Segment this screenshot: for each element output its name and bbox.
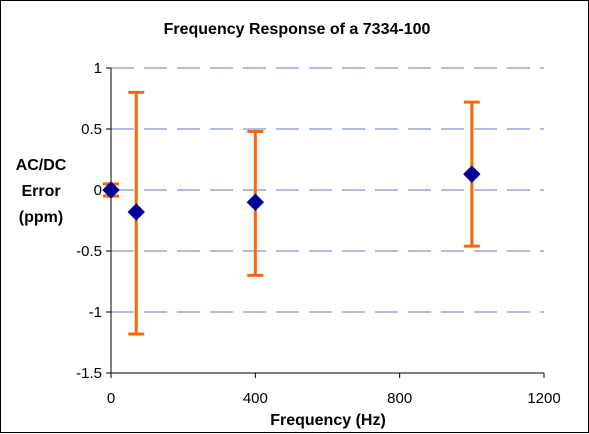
grid-lines <box>111 67 544 313</box>
data-point-1 <box>127 203 145 221</box>
y-tick-label-3: -0.5 <box>76 243 102 260</box>
y-axis-title-line-1: AC/DC <box>16 157 67 174</box>
x-axis-title: Frequency (Hz) <box>270 412 386 429</box>
y-axis-title-line-3: (ppm) <box>19 209 63 226</box>
x-tick-label-1: 400 <box>243 390 268 407</box>
x-tick-label-2: 800 <box>387 390 412 407</box>
y-tick-label-1: 0.5 <box>81 121 102 138</box>
chart-title: Frequency Response of a 7334-100 <box>164 21 431 38</box>
x-tick-labels: 0 400 800 1200 <box>107 390 561 407</box>
x-tick-label-3: 1200 <box>527 390 560 407</box>
data-points <box>102 165 481 221</box>
axes <box>106 67 545 378</box>
data-point-3 <box>463 165 481 183</box>
data-point-2 <box>246 193 265 211</box>
y-axis-title-line-2: Error <box>21 183 60 200</box>
y-tick-label-4: -1 <box>89 304 102 321</box>
x-tick-label-0: 0 <box>107 390 115 407</box>
y-tick-labels: 1 0.5 0 -0.5 -1 -1.5 <box>76 60 102 382</box>
y-tick-label-2: 0 <box>94 182 102 199</box>
data-point-0 <box>102 181 120 199</box>
y-tick-label-5: -1.5 <box>76 365 102 382</box>
y-tick-label-0: 1 <box>94 60 102 77</box>
